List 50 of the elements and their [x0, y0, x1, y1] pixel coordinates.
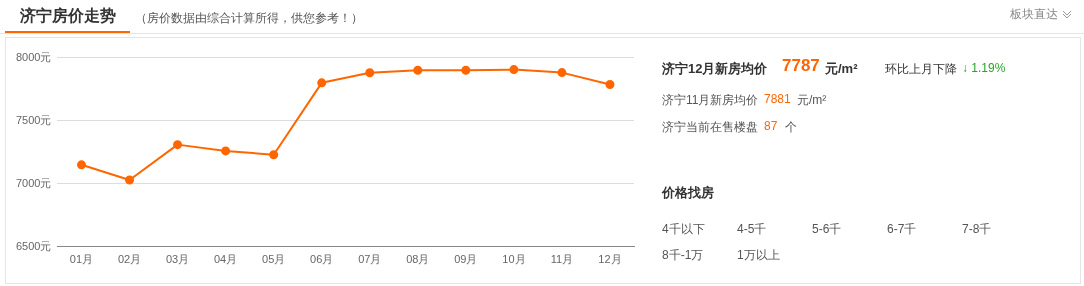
- text: 元/m²: [797, 92, 827, 109]
- text: 5-6千: [812, 221, 842, 238]
- point: [365, 68, 375, 78]
- x-tick-label: 11月: [550, 253, 574, 266]
- point: [221, 146, 231, 156]
- text: 1万以上: [737, 247, 780, 264]
- x-tick-label: 12月: [598, 253, 622, 266]
- text: 4-5千: [737, 221, 767, 238]
- y-tick-label: 7500元: [15, 113, 52, 126]
- x-tick-label: 04月: [214, 253, 238, 266]
- x-tick-label: 03月: [165, 253, 190, 266]
- y-tick-label: 7000元: [15, 176, 52, 189]
- text: 价格找房: [662, 184, 714, 202]
- x-tick-label: 10月: [502, 253, 526, 266]
- point: [76, 160, 86, 170]
- text: 济宁当前在售楼盘: [662, 119, 758, 136]
- x-tick-label: 09月: [454, 253, 478, 266]
- point: [125, 175, 135, 185]
- point: [461, 65, 471, 75]
- text: 元/m²: [825, 60, 858, 78]
- point: [173, 140, 183, 150]
- x-tick-label: 05月: [262, 253, 286, 266]
- text: 7881: [764, 92, 791, 106]
- text: 个: [785, 119, 797, 136]
- text: 7787: [782, 56, 820, 76]
- text: 济宁12月新房均价: [662, 60, 768, 78]
- point: [557, 68, 567, 78]
- point: [269, 150, 279, 160]
- point: [317, 78, 327, 88]
- point: [413, 65, 423, 75]
- y-tick-label: 8000元: [15, 50, 52, 63]
- point: [605, 79, 615, 89]
- text: 8千-1万: [662, 247, 704, 264]
- x-tick-label: 08月: [406, 253, 430, 266]
- chart-subtitle: （房价数据由综合计算所得，供您参考！）: [135, 10, 363, 27]
- point: [509, 65, 519, 75]
- x-tick-label: 07月: [358, 253, 382, 266]
- text: 4千以下: [662, 221, 705, 238]
- text: 板块直达: [1010, 6, 1058, 23]
- x-tick-label: 02月: [117, 253, 142, 266]
- y-tick-label: 6500元: [15, 239, 52, 252]
- x-tick-label: 01月: [69, 253, 94, 266]
- text: ↓ 1.19%: [962, 61, 1006, 75]
- text: 环比上月下降: [885, 61, 957, 78]
- x-tick-label: 06月: [310, 253, 334, 266]
- text: 济宁11月新房均价: [662, 92, 759, 109]
- text: 7-8千: [962, 221, 992, 238]
- chart-title: 济宁房价走势: [20, 6, 116, 26]
- text: 87: [764, 119, 778, 133]
- text: 6-7千: [887, 221, 917, 238]
